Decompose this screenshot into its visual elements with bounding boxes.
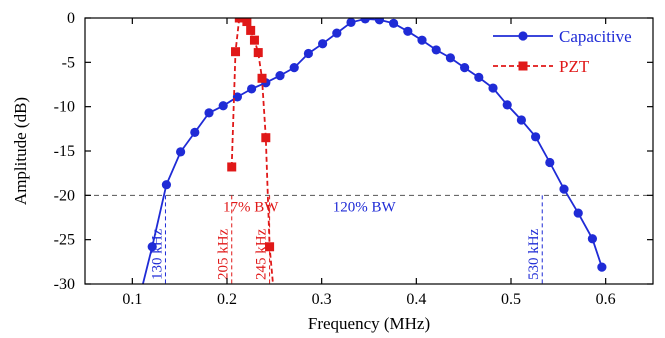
legend: Capacitive PZT xyxy=(493,27,632,76)
frequency-marker-label: 205 kHz xyxy=(216,228,232,280)
data-point-capacitive xyxy=(417,35,427,45)
y-tick-label: -10 xyxy=(54,99,75,116)
data-point-pzt xyxy=(242,18,252,27)
data-point-pzt xyxy=(253,48,263,58)
data-point-pzt xyxy=(227,162,237,172)
data-point-pzt xyxy=(265,242,275,252)
frequency-marker-label: 130 kHz xyxy=(149,228,165,280)
legend-entry-label: Capacitive xyxy=(559,27,632,46)
data-point-capacitive xyxy=(176,147,186,157)
axes: 0.1 0.2 0.3 0.4 0.5 0.6 0 -5 -10 -15 -20 -25 -30 Freq… xyxy=(11,10,653,333)
data-point-capacitive xyxy=(460,63,470,73)
data-point-pzt xyxy=(268,283,278,284)
legend-entry-label: PZT xyxy=(559,57,590,76)
data-point-capacitive xyxy=(232,92,243,102)
data-point-capacitive xyxy=(360,18,370,24)
data-point-capacitive xyxy=(161,180,172,190)
data-point-capacitive xyxy=(403,26,413,36)
x-tick-label: 0.5 xyxy=(501,291,521,308)
data-point-capacitive xyxy=(597,262,607,272)
data-point-capacitive xyxy=(346,18,356,28)
data-point-capacitive xyxy=(587,234,598,244)
bandwidth-label: 17% BW xyxy=(223,199,279,215)
series-layer xyxy=(140,18,607,284)
data-point-capacitive xyxy=(204,108,214,118)
x-tick-label: 0.2 xyxy=(217,291,237,308)
data-point-pzt xyxy=(249,35,259,45)
data-point-capacitive xyxy=(559,184,569,194)
y-tick-label: -5 xyxy=(62,54,75,71)
data-point-capacitive xyxy=(275,71,285,81)
data-point-capacitive xyxy=(374,18,385,25)
x-tick-label: 0.6 xyxy=(596,291,616,308)
data-point-pzt xyxy=(257,73,267,83)
y-axis-label: Amplitude (dB) xyxy=(11,97,30,205)
data-point-capacitive xyxy=(218,101,228,111)
data-point-pzt xyxy=(231,47,241,57)
x-axis-label: Frequency (MHz) xyxy=(308,314,430,333)
frequency-marker-label: 530 kHz xyxy=(526,228,542,280)
data-point-pzt xyxy=(246,25,256,35)
data-point-capacitive xyxy=(289,63,299,73)
data-point-capacitive xyxy=(545,157,555,168)
y-tick-label: 0 xyxy=(67,10,75,27)
data-point-capacitive xyxy=(445,53,456,63)
series-line-capacitive xyxy=(141,18,603,284)
y-tick-label: -30 xyxy=(54,276,75,293)
data-point-capacitive xyxy=(431,45,441,55)
y-tick-label: -20 xyxy=(54,187,75,204)
x-tick-label: 0.3 xyxy=(312,291,332,308)
data-point-capacitive xyxy=(488,83,498,93)
y-tick-label: -25 xyxy=(54,232,75,249)
data-point-capacitive xyxy=(389,18,399,28)
legend-marker xyxy=(518,61,528,71)
data-point-capacitive xyxy=(502,100,512,110)
data-point-capacitive xyxy=(474,72,484,83)
data-point-capacitive xyxy=(190,127,200,137)
data-point-capacitive xyxy=(318,39,328,49)
data-point-capacitive xyxy=(303,48,314,59)
bandwidth-label: 120% BW xyxy=(333,199,397,215)
x-tick-label: 0.1 xyxy=(122,291,142,308)
y-tick-label: -15 xyxy=(54,143,75,160)
data-point-capacitive xyxy=(247,84,257,94)
frequency-marker-label: 245 kHz xyxy=(254,228,270,280)
data-point-pzt xyxy=(261,133,271,143)
data-point-capacitive xyxy=(147,242,157,252)
data-point-capacitive xyxy=(573,208,583,218)
legend-marker xyxy=(518,31,528,41)
data-point-capacitive xyxy=(332,28,342,38)
data-point-capacitive xyxy=(531,132,541,142)
x-tick-label: 0.4 xyxy=(406,291,426,308)
annotation-layer: 130 kHz 205 kHz 245 kHz 530 kHz 17% BW 120% B… xyxy=(149,199,542,280)
data-point-capacitive xyxy=(516,115,527,125)
